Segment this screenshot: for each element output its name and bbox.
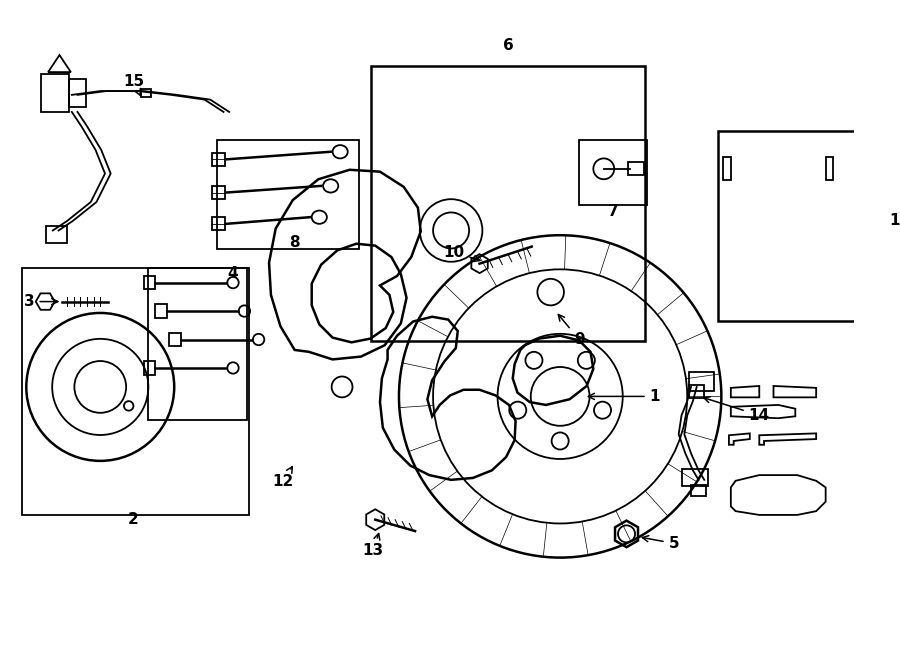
Text: 10: 10 [444, 245, 480, 262]
Bar [689, 385, 705, 399]
Text: 11: 11 [889, 214, 900, 229]
Bar [22, 268, 249, 515]
Bar [825, 157, 833, 180]
Bar [156, 305, 166, 318]
Bar [69, 79, 86, 107]
Text: 9: 9 [558, 315, 584, 347]
Bar [40, 74, 69, 112]
Text: 7: 7 [608, 204, 618, 219]
Bar [217, 140, 359, 249]
Text: 14: 14 [704, 397, 770, 423]
Bar [681, 469, 708, 486]
Bar [212, 186, 225, 199]
Text: 1: 1 [589, 389, 661, 404]
Bar [148, 268, 248, 420]
Bar [169, 333, 181, 346]
Bar [144, 276, 156, 290]
Bar [46, 225, 68, 243]
Bar [724, 157, 731, 180]
Text: 12: 12 [273, 467, 294, 489]
Text: 2: 2 [128, 512, 139, 527]
Bar [212, 217, 225, 231]
Bar [691, 485, 707, 496]
Bar [689, 371, 714, 391]
Bar [628, 162, 644, 175]
Text: 4: 4 [228, 266, 238, 281]
Bar [718, 131, 885, 321]
Text: 5: 5 [643, 535, 680, 551]
Text: 3: 3 [23, 294, 58, 309]
Bar [141, 89, 150, 97]
Text: 6: 6 [502, 38, 513, 53]
Bar [371, 66, 645, 341]
Text: 15: 15 [123, 74, 144, 95]
Bar [212, 153, 225, 166]
Text: 13: 13 [363, 533, 384, 559]
Bar [144, 362, 156, 375]
Text: 8: 8 [289, 235, 300, 251]
Bar [579, 140, 647, 205]
